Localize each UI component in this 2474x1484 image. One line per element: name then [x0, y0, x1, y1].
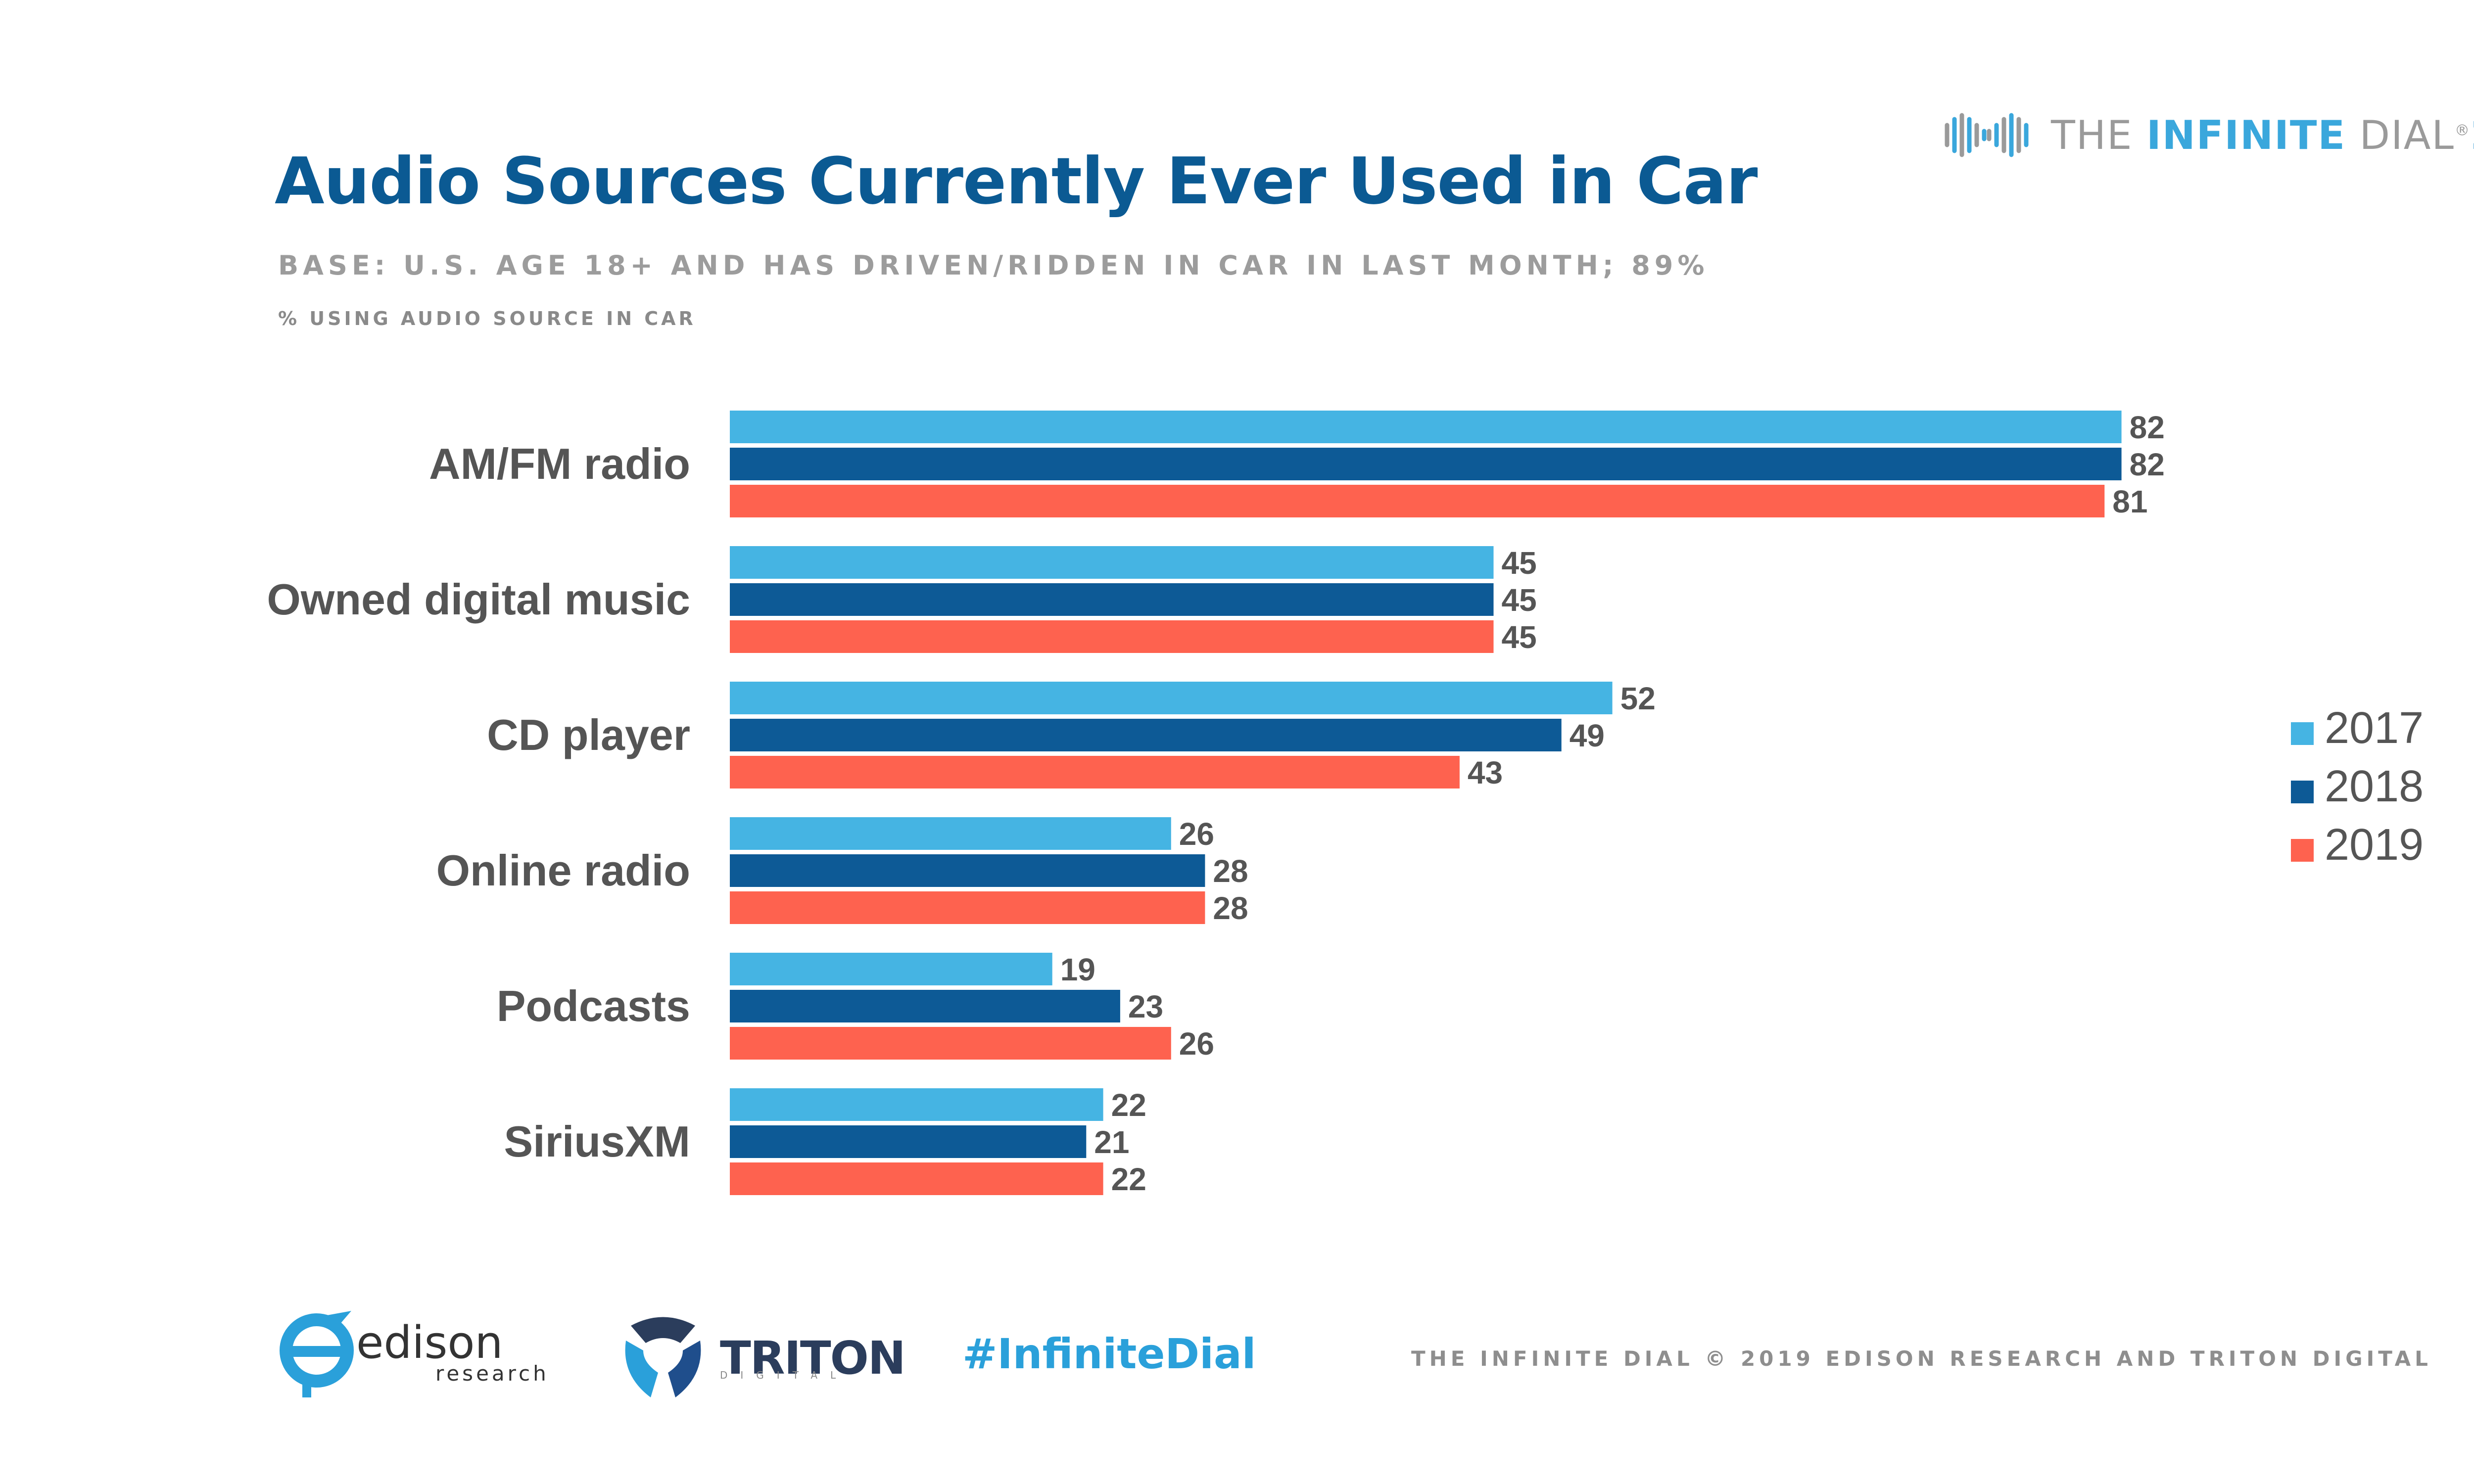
triton-subtext: DIGITAL: [720, 1369, 849, 1381]
bar-2017: [730, 411, 2122, 443]
category-label: CD player: [487, 710, 690, 759]
edison-subtext: research: [435, 1361, 549, 1386]
edison-wordmark: edison: [356, 1316, 503, 1369]
legend-label-2019: 2019: [2325, 820, 2424, 870]
bar-2018: [730, 1125, 1087, 1158]
legend-label-2017: 2017: [2325, 703, 2424, 753]
bar-2017: [730, 682, 1613, 714]
bar-2018: [730, 990, 1120, 1022]
bar-2019: [730, 620, 1494, 653]
category-label: AM/FM radio: [429, 439, 690, 488]
brand-highlight: INFINITE: [2146, 112, 2346, 158]
legend-label-2018: 2018: [2325, 762, 2424, 811]
data-label: 22: [1111, 1087, 1146, 1123]
bar-2018: [730, 583, 1494, 616]
data-label: 49: [1570, 718, 1605, 753]
bar-2019: [730, 756, 1460, 788]
bar-2017: [730, 1088, 1103, 1121]
category-label: Owned digital music: [267, 575, 690, 624]
triton-logo-icon: [625, 1317, 701, 1397]
bar-2018: [730, 854, 1205, 887]
triton-wordmark: TRITON: [720, 1331, 906, 1385]
legend-swatch-2017: [2291, 722, 2314, 745]
bar-2019: [730, 485, 2105, 517]
data-label: 45: [1502, 582, 1537, 618]
hashtag: #InfiniteDial: [962, 1330, 1256, 1378]
category-label: Online radio: [436, 846, 690, 895]
data-label: 22: [1111, 1161, 1146, 1197]
brand-text: THE INFINITE DIAL®2019: [2051, 112, 2474, 158]
data-label: 26: [1179, 816, 1214, 852]
footer-copyright: THE INFINITE DIAL © 2019 EDISON RESEARCH…: [1411, 1346, 2432, 1371]
edison-research-logo: edison research: [277, 1306, 549, 1400]
brand-year: 2019: [2471, 112, 2474, 158]
data-label: 21: [1094, 1124, 1129, 1160]
data-label: 28: [1213, 890, 1248, 926]
bar-2019: [730, 1162, 1103, 1195]
data-label: 81: [2112, 484, 2147, 519]
bar-2019: [730, 1027, 1171, 1060]
bar-2017: [730, 817, 1171, 850]
data-label: 45: [1502, 619, 1537, 655]
chart-note: % USING AUDIO SOURCE IN CAR: [278, 308, 696, 329]
data-label: 28: [1213, 853, 1248, 889]
brand-reg: ®: [2455, 121, 2471, 139]
chart-subtitle: BASE: U.S. AGE 18+ AND HAS DRIVEN/RIDDEN…: [278, 250, 1709, 281]
page-title: Audio Sources Currently Ever Used in Car: [275, 143, 1758, 219]
brand-suffix: DIAL: [2346, 112, 2455, 158]
triton-digital-logo: TRITON DIGITAL: [616, 1311, 906, 1405]
data-label: 26: [1179, 1026, 1214, 1062]
bar-2019: [730, 891, 1205, 924]
infinite-dial-logo-icon: [1945, 113, 2029, 157]
legend-swatch-2018: [2291, 781, 2314, 803]
data-label: 19: [1060, 952, 1095, 987]
legend-swatch-2019: [2291, 839, 2314, 862]
bar-2017: [730, 546, 1494, 579]
data-label: 52: [1620, 681, 1656, 716]
bar-2018: [730, 719, 1562, 751]
category-label: Podcasts: [497, 981, 690, 1030]
infinite-dial-brand: THE INFINITE DIAL®2019: [1937, 103, 2474, 167]
data-label: 23: [1128, 989, 1163, 1024]
category-label: SiriusXM: [504, 1117, 690, 1166]
data-label: 82: [2130, 410, 2165, 445]
data-label: 82: [2130, 447, 2165, 482]
bar-2018: [730, 448, 2122, 480]
brand-prefix: THE: [2051, 112, 2146, 158]
edison-logo-icon: [280, 1311, 354, 1397]
data-label: 43: [1468, 755, 1503, 790]
data-label: 45: [1502, 545, 1537, 581]
bar-2017: [730, 953, 1052, 985]
